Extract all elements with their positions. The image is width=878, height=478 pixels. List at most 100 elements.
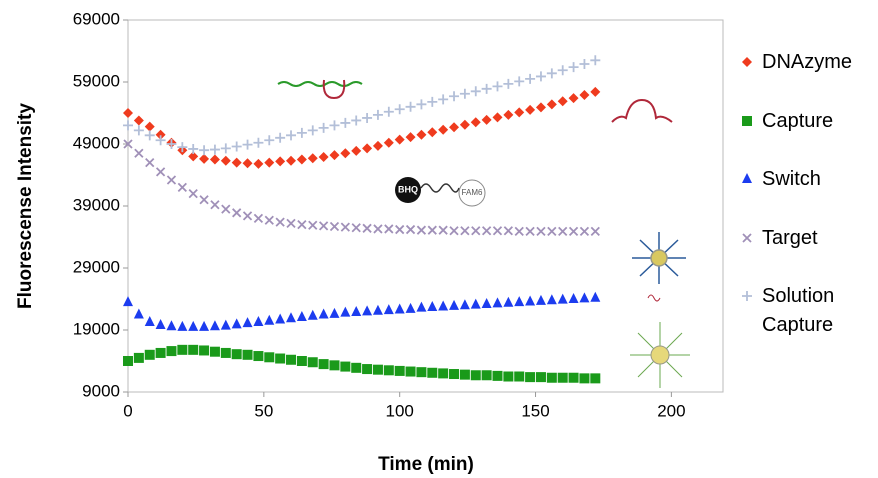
annotation: FAM6 [462, 188, 483, 197]
point [242, 211, 253, 221]
legend: DNAzyme Capture Switch Target Solution Captu… [740, 48, 875, 341]
point [340, 306, 351, 317]
point [134, 148, 144, 158]
icon-dnazyme [277, 79, 363, 100]
point [351, 306, 362, 317]
point [318, 122, 329, 133]
point [199, 153, 210, 164]
x-tick-label: 200 [657, 401, 685, 420]
point [492, 112, 503, 123]
series [123, 86, 601, 169]
point [340, 222, 350, 232]
point [264, 135, 275, 146]
point [275, 156, 286, 167]
point [525, 73, 536, 84]
point [546, 68, 557, 79]
point [546, 294, 557, 305]
icon-switch: BHQ FAM6 [395, 177, 486, 207]
annotation: BHQ [398, 184, 418, 194]
icon-target [611, 98, 673, 123]
point [232, 208, 242, 218]
point [449, 122, 460, 133]
point [742, 173, 752, 183]
point [546, 372, 557, 383]
point [318, 359, 329, 370]
point [123, 356, 133, 366]
point [536, 226, 546, 237]
point [590, 55, 601, 66]
point [253, 351, 264, 362]
point [742, 291, 752, 301]
point [503, 296, 514, 307]
point [264, 215, 274, 225]
point [394, 303, 405, 314]
x-tick-label: 0 [123, 401, 132, 420]
point [351, 145, 362, 156]
point [492, 370, 503, 381]
point [535, 294, 546, 305]
point [177, 142, 188, 153]
point [231, 141, 242, 152]
point [427, 225, 437, 235]
legend-label: Switch [762, 168, 821, 190]
point [546, 99, 557, 110]
point [220, 319, 231, 330]
legend-label: Target [762, 226, 818, 249]
point [123, 108, 133, 118]
y-tick-label: 19000 [73, 319, 120, 338]
point [209, 154, 220, 165]
point [416, 129, 427, 140]
point [329, 221, 340, 232]
point [133, 115, 144, 126]
point [133, 352, 144, 363]
point [481, 83, 492, 94]
point [742, 232, 752, 243]
point [481, 370, 492, 381]
point [286, 218, 296, 228]
point [503, 371, 514, 382]
point [362, 112, 373, 123]
point [296, 310, 307, 321]
icon-capture-particle [630, 322, 690, 388]
point [373, 224, 383, 234]
point [133, 308, 144, 319]
point [231, 157, 242, 168]
point [275, 132, 286, 143]
point [470, 86, 481, 97]
point [351, 223, 361, 233]
point [145, 157, 155, 168]
point [568, 226, 579, 237]
point [449, 91, 460, 102]
y-tick-label: 49000 [73, 133, 120, 152]
point [590, 373, 601, 384]
point [318, 308, 329, 319]
point [394, 104, 405, 115]
point [199, 145, 210, 156]
point [209, 144, 220, 155]
point [188, 320, 199, 331]
point [166, 175, 177, 185]
legend-label: Solution Capture [762, 285, 835, 336]
point [362, 364, 373, 375]
point [177, 344, 188, 355]
point [210, 200, 220, 210]
point [372, 364, 383, 375]
point [340, 148, 351, 159]
point [459, 369, 470, 380]
series [123, 344, 601, 384]
x-axis-title: Time (min) [378, 454, 474, 475]
point [405, 366, 416, 377]
point [286, 354, 297, 365]
point [394, 365, 405, 376]
point [264, 352, 275, 363]
point [416, 301, 427, 312]
point [123, 120, 133, 131]
point [525, 372, 536, 383]
point [296, 154, 307, 165]
point [351, 115, 362, 126]
point [296, 356, 307, 366]
point [416, 367, 427, 378]
point [514, 371, 525, 382]
y-tick-label: 9000 [82, 381, 120, 400]
